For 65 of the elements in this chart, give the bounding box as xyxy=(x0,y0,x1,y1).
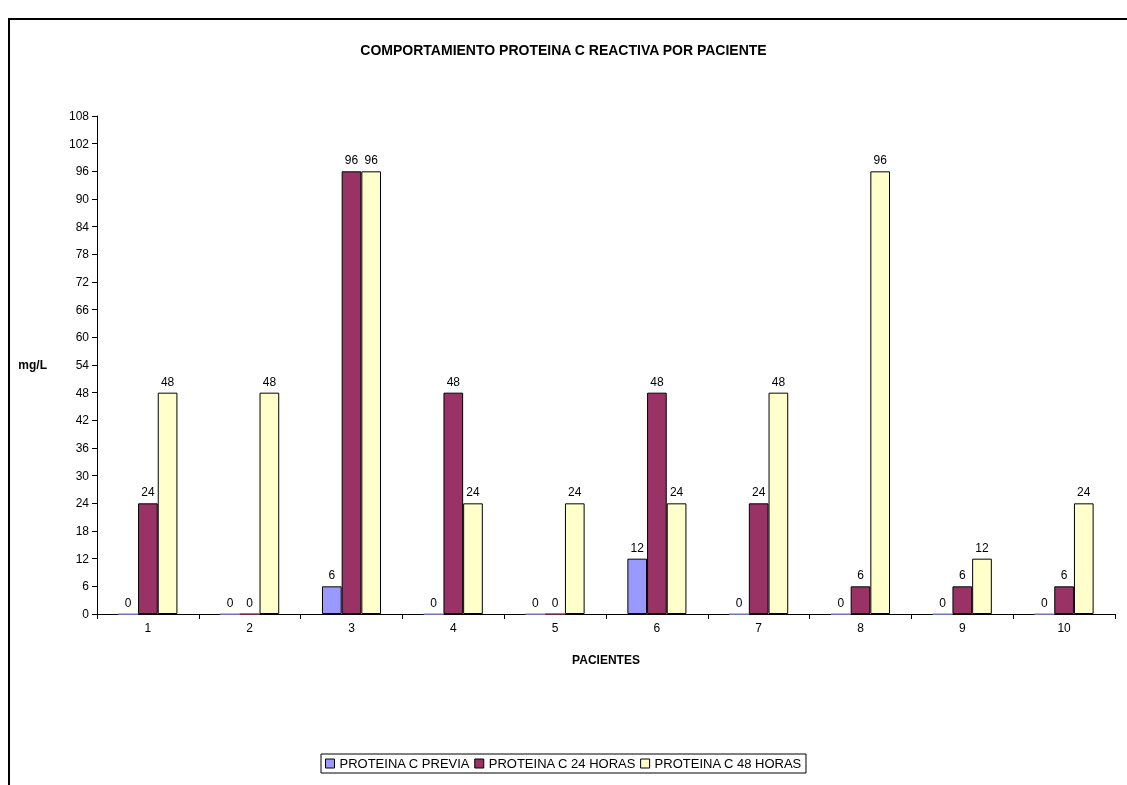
data-label: 24 xyxy=(568,485,582,500)
x-tick-label: 3 xyxy=(348,621,356,635)
data-label: 24 xyxy=(1077,485,1091,500)
y-tick-label: 54 xyxy=(75,358,90,372)
data-label: 48 xyxy=(650,374,664,389)
data-label: 0 xyxy=(735,595,743,610)
data-label: 6 xyxy=(1060,568,1068,583)
data-label: 0 xyxy=(430,595,438,610)
x-tick-label: 8 xyxy=(857,621,865,635)
legend-label: PROTEINA C PREVIA xyxy=(339,756,470,771)
chart-title: COMPORTAMIENTO PROTEINA C REACTIVA POR PACIENTE xyxy=(360,42,767,58)
data-label: 24 xyxy=(752,485,766,500)
data-label: 0 xyxy=(1041,595,1049,610)
y-tick-label: 24 xyxy=(75,496,90,511)
data-label: 96 xyxy=(344,153,359,168)
x-tick-label: 6 xyxy=(653,621,661,635)
data-label: 12 xyxy=(630,540,645,555)
data-label: 24 xyxy=(141,485,155,500)
y-tick-label: 90 xyxy=(75,192,90,206)
y-tick-label: 96 xyxy=(75,164,90,179)
y-tick-label: 72 xyxy=(75,275,90,289)
y-tick-label: 0 xyxy=(82,607,90,621)
data-label: 0 xyxy=(246,595,254,610)
data-label: 6 xyxy=(857,568,865,583)
x-tick-label: 10 xyxy=(1057,621,1072,635)
data-label: 48 xyxy=(446,374,461,389)
data-label: 12 xyxy=(975,540,989,555)
data-label: 48 xyxy=(262,374,277,389)
data-label: 0 xyxy=(532,595,540,610)
x-tick-label: 5 xyxy=(551,621,559,635)
x-tick-label: 1 xyxy=(144,621,152,635)
y-tick-label: 30 xyxy=(75,468,90,483)
legend-label: PROTEINA C 24 HORAS xyxy=(488,756,636,771)
data-label: 6 xyxy=(958,568,966,583)
y-tick-label: 6 xyxy=(82,579,90,594)
y-tick-label: 60 xyxy=(75,330,90,345)
y-tick-label: 84 xyxy=(75,219,90,234)
x-tick-label: 2 xyxy=(246,621,254,635)
legend-label: PROTEINA C 48 HORAS xyxy=(654,756,802,771)
data-label: 96 xyxy=(364,153,379,168)
x-tick-label: 9 xyxy=(958,621,966,635)
y-tick-label: 36 xyxy=(75,441,90,455)
y-tick-label: 12 xyxy=(75,551,90,566)
data-label: 0 xyxy=(551,595,559,610)
data-label: 96 xyxy=(873,153,888,168)
data-label: 0 xyxy=(939,595,947,610)
y-tick-label: 108 xyxy=(68,109,90,123)
y-tick-label: 18 xyxy=(75,524,90,538)
y-tick-label: 42 xyxy=(75,413,90,428)
x-axis-title: PACIENTES xyxy=(572,653,640,667)
data-label: 0 xyxy=(226,595,234,610)
y-tick-label: 66 xyxy=(75,302,90,317)
data-label: 48 xyxy=(771,374,786,389)
x-tick-label: 4 xyxy=(449,621,457,635)
data-label: 6 xyxy=(328,568,336,583)
x-tick-label: 7 xyxy=(755,621,763,635)
y-tick-label: 48 xyxy=(75,385,90,400)
y-axis-title: mg/L xyxy=(18,358,47,372)
data-label: 0 xyxy=(124,595,132,610)
data-label: 24 xyxy=(669,485,684,500)
y-tick-label: 102 xyxy=(68,136,90,151)
y-tick-label: 78 xyxy=(75,247,90,262)
data-label: 48 xyxy=(160,374,175,389)
data-label: 24 xyxy=(466,485,480,500)
data-label: 0 xyxy=(837,595,845,610)
